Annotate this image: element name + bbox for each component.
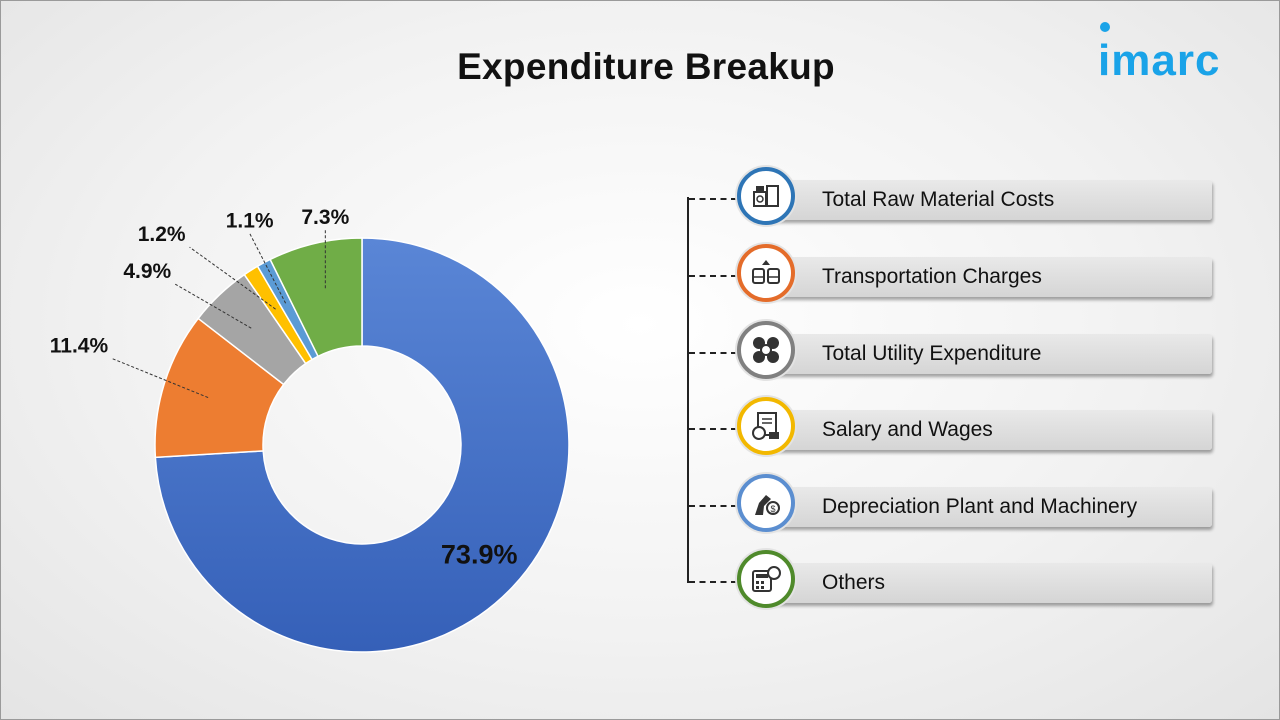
- legend-label: Total Utility Expenditure: [822, 342, 1042, 365]
- leader-line: [189, 246, 276, 310]
- data-labels: 73.9% 11.4% 4.9% 1.2% 1.1% 7.3%: [50, 206, 518, 569]
- chart-title: Expenditure Breakup: [457, 46, 835, 87]
- data-label: 1.1%: [226, 209, 274, 232]
- svg-text:$: $: [770, 504, 775, 514]
- legend-label: Others: [822, 571, 886, 594]
- legend-connector: [689, 275, 737, 277]
- legend-item-transportation-charges: Transportation Charges: [760, 257, 1212, 297]
- slice-others: [269, 237, 363, 358]
- donut-slices: [154, 237, 570, 653]
- leader-line: [111, 358, 209, 399]
- legend-item-total-raw-material-costs: Total Raw Material Costs: [760, 180, 1212, 220]
- legend-connector: [689, 428, 737, 430]
- data-label: 11.4%: [50, 335, 109, 358]
- legend-item-total-utility-expenditure: Total Utility Expenditure: [760, 334, 1212, 374]
- data-label: 4.9%: [123, 260, 171, 283]
- utility-icon: [737, 321, 795, 379]
- imarc-logo: imarc: [1098, 22, 1268, 90]
- legend-item-salary-and-wages: Salary and Wages: [760, 410, 1212, 450]
- legend-bracket: [687, 197, 689, 583]
- logo-text: imarc: [1098, 36, 1221, 85]
- leader-lines: [111, 230, 326, 399]
- others-icon: [737, 550, 795, 608]
- data-label: 1.2%: [138, 223, 186, 246]
- legend-item-depreciation-plant-and-machinery: Depreciation Plant and Machinery: [760, 487, 1212, 527]
- leader-line: [249, 233, 287, 304]
- raw-material-icon: [737, 167, 795, 225]
- salary-icon: [737, 397, 795, 455]
- transportation-icon: [737, 244, 795, 302]
- legend-connector: [689, 505, 737, 507]
- legend-label: Total Raw Material Costs: [822, 188, 1055, 211]
- legend-connector: [689, 352, 737, 354]
- legend-label: Depreciation Plant and Machinery: [822, 495, 1138, 518]
- legend-item-others: Others: [760, 563, 1212, 603]
- legend-label: Transportation Charges: [822, 265, 1042, 288]
- data-label: 7.3%: [301, 206, 349, 229]
- logo-dot: [1100, 22, 1110, 32]
- slice-total-raw-material-costs: [154, 237, 570, 653]
- legend-label: Salary and Wages: [822, 418, 993, 441]
- legend-connector: [689, 581, 737, 583]
- machinery-icon: $: [737, 474, 795, 532]
- legend-connector: [689, 198, 737, 200]
- data-label: 73.9%: [441, 539, 518, 569]
